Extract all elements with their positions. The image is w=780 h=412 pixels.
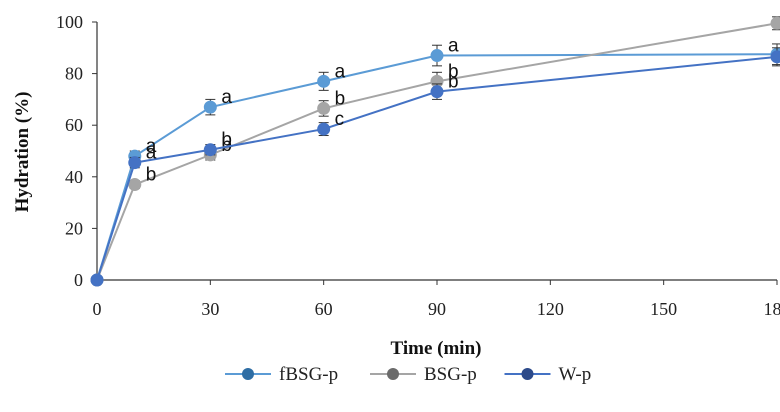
series-line — [96, 53, 778, 281]
data-point — [203, 100, 217, 114]
data-point — [317, 101, 331, 115]
significance-label: b — [448, 72, 459, 93]
x-tick-label: 180 — [764, 299, 780, 319]
data-point — [317, 74, 331, 88]
significance-label: a — [448, 36, 459, 57]
y-tick-label: 20 — [65, 218, 83, 238]
x-axis-ticks: 0 30 60 90 120 150 180 — [93, 280, 780, 319]
x-tick-label: 150 — [650, 299, 677, 319]
y-tick-label: 100 — [56, 12, 83, 32]
significance-label: b — [221, 130, 232, 151]
significance-label: b — [448, 61, 459, 82]
x-axis-title: Time (min) — [391, 338, 482, 359]
y-tick-label: 40 — [65, 167, 83, 187]
x-tick-label: 90 — [428, 299, 446, 319]
significance-label: a — [146, 136, 157, 157]
data-point — [203, 143, 217, 157]
series-W-p: abcbb — [90, 47, 780, 287]
data-point — [430, 85, 444, 99]
legend-item-W-p: W-p — [504, 364, 592, 385]
data-point — [317, 122, 331, 136]
y-tick-label: 60 — [65, 115, 83, 135]
significance-label: b — [146, 165, 157, 186]
y-axis-ticks: 0 20 40 60 80 100 — [56, 12, 97, 290]
y-tick-label: 80 — [65, 64, 83, 84]
series-line — [96, 55, 778, 281]
significance-label: c — [335, 109, 345, 130]
y-tick-label: 0 — [74, 270, 83, 290]
legend-label: fBSG-p — [279, 364, 338, 385]
x-tick-label: 0 — [93, 299, 102, 319]
legend-item-BSG-p: BSG-p — [370, 364, 477, 385]
data-point — [430, 49, 444, 63]
series-line — [96, 22, 778, 281]
significance-label: a — [221, 87, 232, 108]
legend-marker — [521, 368, 534, 380]
legend-marker — [242, 368, 254, 380]
significance-label: b — [335, 88, 346, 109]
significance-label: a — [335, 61, 346, 82]
data-point — [128, 178, 142, 192]
data-point — [90, 273, 104, 287]
series-layer: aaaabbbbbaabcbb — [90, 16, 780, 287]
data-point — [770, 16, 780, 30]
x-tick-label: 60 — [315, 299, 333, 319]
legend: fBSG-p BSG-p W-p — [225, 364, 591, 385]
significance-label: a — [146, 143, 157, 164]
x-tick-label: 120 — [537, 299, 564, 319]
data-point — [770, 50, 780, 64]
legend-label: W-p — [559, 364, 592, 385]
y-axis-title: Hydration (%) — [12, 92, 33, 213]
legend-label: BSG-p — [424, 364, 477, 385]
data-point — [128, 156, 142, 170]
significance-label: b — [221, 135, 232, 156]
x-tick-label: 30 — [201, 299, 219, 319]
legend-marker — [387, 368, 399, 380]
legend-item-fBSG-p: fBSG-p — [225, 364, 338, 385]
